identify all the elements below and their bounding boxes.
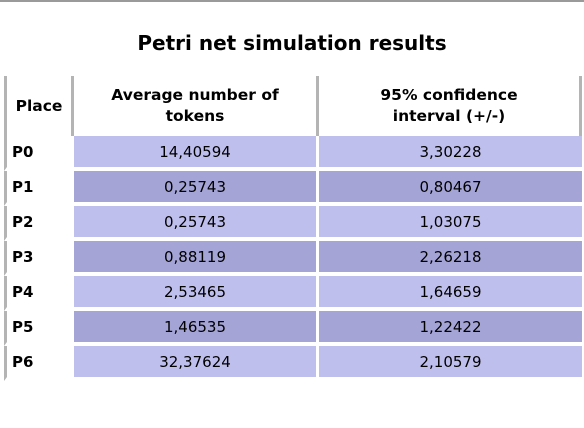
confidence-interval-cell: 0,80467 bbox=[316, 171, 582, 206]
column-header-place: Place bbox=[4, 76, 71, 136]
average-tokens-cell: 14,40594 bbox=[71, 136, 316, 171]
table-header-row: Place Average number of tokens 95% confi… bbox=[4, 76, 582, 136]
place-cell: P5 bbox=[4, 311, 71, 346]
average-tokens-cell: 0,25743 bbox=[71, 171, 316, 206]
page-title: Petri net simulation results bbox=[137, 31, 447, 55]
place-cell: P3 bbox=[4, 241, 71, 276]
results-table: Place Average number of tokens 95% confi… bbox=[4, 76, 582, 381]
place-cell: P4 bbox=[4, 276, 71, 311]
column-header-average-tokens-line2: tokens bbox=[165, 107, 225, 125]
table-row: P0 14,40594 3,30228 bbox=[4, 136, 582, 171]
confidence-interval-cell: 1,03075 bbox=[316, 206, 582, 241]
confidence-interval-cell: 1,64659 bbox=[316, 276, 582, 311]
table-row: P4 2,53465 1,64659 bbox=[4, 276, 582, 311]
table-row: P5 1,46535 1,22422 bbox=[4, 311, 582, 346]
average-tokens-cell: 0,25743 bbox=[71, 206, 316, 241]
column-header-confidence-interval: 95% confidence interval (+/-) bbox=[316, 76, 582, 136]
confidence-interval-cell: 2,26218 bbox=[316, 241, 582, 276]
place-cell: P2 bbox=[4, 206, 71, 241]
confidence-interval-cell: 1,22422 bbox=[316, 311, 582, 346]
table-row: P2 0,25743 1,03075 bbox=[4, 206, 582, 241]
table-row: P6 32,37624 2,10579 bbox=[4, 346, 582, 381]
column-header-average-tokens-line1: Average number of bbox=[111, 86, 279, 104]
column-header-average-tokens: Average number of tokens bbox=[71, 76, 316, 136]
column-header-confidence-interval-line1: 95% confidence bbox=[380, 86, 518, 104]
place-cell: P0 bbox=[4, 136, 71, 171]
confidence-interval-cell: 2,10579 bbox=[316, 346, 582, 381]
column-header-place-label: Place bbox=[15, 96, 63, 115]
place-cell: P1 bbox=[4, 171, 71, 206]
column-header-confidence-interval-line2: interval (+/-) bbox=[392, 107, 506, 125]
average-tokens-cell: 1,46535 bbox=[71, 311, 316, 346]
average-tokens-cell: 2,53465 bbox=[71, 276, 316, 311]
confidence-interval-cell: 3,30228 bbox=[316, 136, 582, 171]
place-cell: P6 bbox=[4, 346, 71, 381]
table-row: P3 0,88119 2,26218 bbox=[4, 241, 582, 276]
average-tokens-cell: 32,37624 bbox=[71, 346, 316, 381]
average-tokens-cell: 0,88119 bbox=[71, 241, 316, 276]
window-top-border bbox=[0, 0, 584, 2]
table-row: P1 0,25743 0,80467 bbox=[4, 171, 582, 206]
